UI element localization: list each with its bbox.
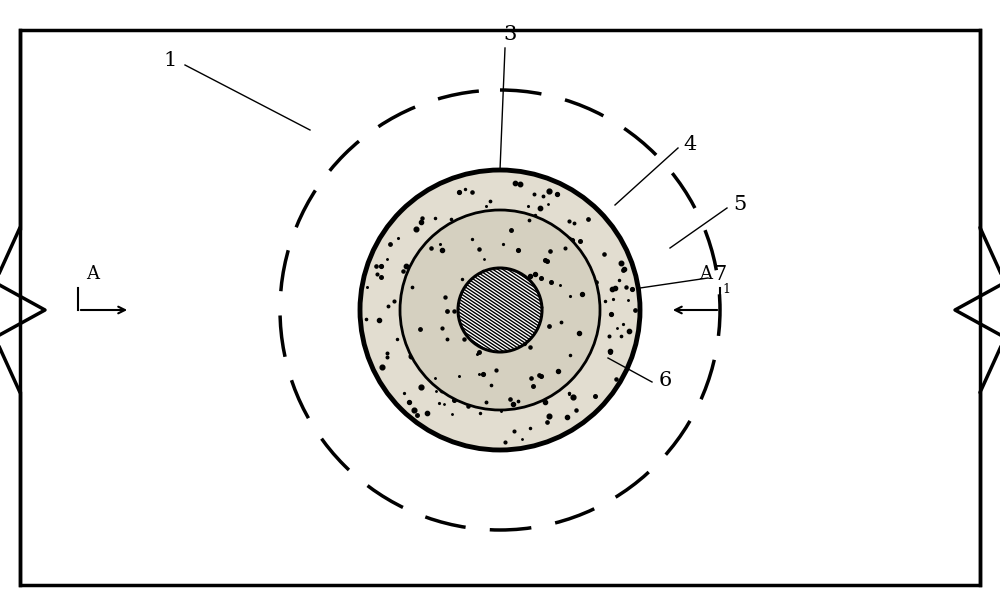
Text: 7: 7 — [713, 266, 727, 285]
Text: 5: 5 — [733, 196, 747, 214]
Circle shape — [458, 268, 542, 352]
Text: A: A — [86, 265, 99, 283]
Circle shape — [400, 210, 600, 410]
Text: 1: 1 — [163, 51, 177, 70]
Text: 6: 6 — [658, 370, 672, 389]
Text: 3: 3 — [503, 26, 517, 45]
Text: 4: 4 — [683, 136, 697, 155]
Circle shape — [360, 170, 640, 450]
Text: 1: 1 — [722, 283, 730, 296]
Text: A: A — [699, 265, 712, 283]
